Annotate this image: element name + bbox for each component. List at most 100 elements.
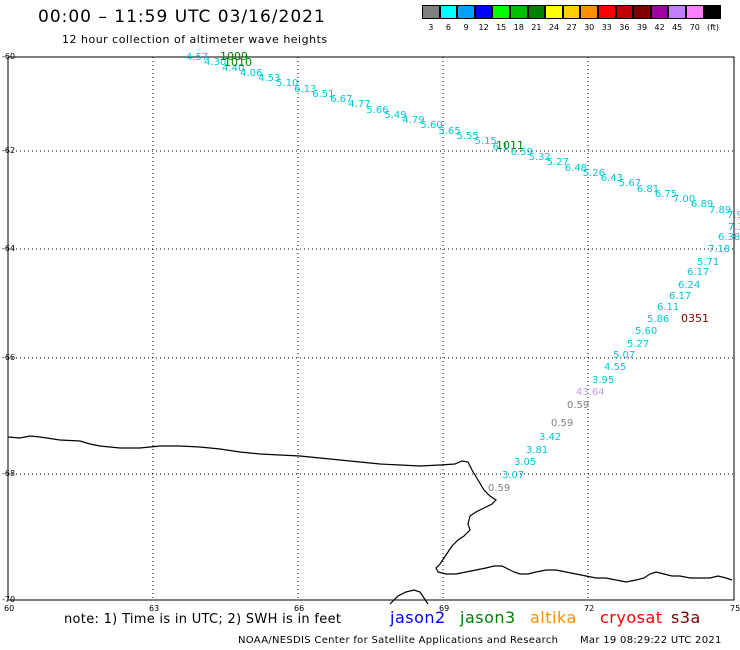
- wave-height-value: 3.95: [592, 375, 615, 386]
- legend-bin-label: 6: [445, 23, 451, 32]
- wave-height-value: 0.59: [567, 400, 590, 411]
- wave-height-value: 4.30: [204, 57, 227, 69]
- legend-bin-label: 36: [619, 23, 630, 32]
- pass-time-label: 1009: [220, 50, 248, 63]
- legend-swatch: [598, 5, 616, 19]
- wave-height-value: 6.59: [510, 146, 533, 158]
- legend-bin-label: 30: [584, 23, 595, 32]
- wave-height-value: 5.71: [697, 257, 720, 268]
- satellite-altika: altika: [530, 608, 577, 627]
- legend-bin-label: 45: [672, 23, 683, 32]
- wave-height-value: 6.38: [718, 232, 740, 243]
- wave-height-value: 6.67: [330, 94, 353, 106]
- wave-height-value: 0.59: [551, 418, 574, 429]
- latitude-label: -60: [2, 52, 16, 61]
- wave-height-value: 3.42: [539, 432, 562, 443]
- longitude-label: 75: [730, 604, 740, 613]
- satellite-jason3: jason3: [460, 608, 516, 627]
- latitude-label: -68: [2, 469, 16, 478]
- legend-unit: (ft): [706, 23, 720, 32]
- legend-swatch: [703, 5, 722, 19]
- wave-height-value: 6.89: [690, 199, 714, 211]
- wave-height-value: 3.07: [502, 470, 525, 481]
- latitude-label: -70: [2, 595, 16, 604]
- legend-swatch: [492, 5, 510, 19]
- wave-height-value: 5.65: [438, 125, 461, 137]
- coastline: [7, 435, 733, 583]
- wave-height-value: 3.81: [526, 445, 549, 456]
- pass-time-label: 0351: [681, 312, 709, 325]
- legend-bin-label: 21: [531, 23, 542, 32]
- satellite-cryosat: cryosat: [600, 608, 663, 627]
- wave-height-value: 5.27: [627, 339, 650, 350]
- wave-height-value: 6.51: [312, 88, 335, 100]
- wave-height-value: 4.06: [240, 67, 263, 79]
- wave-height-value: 4.57: [186, 52, 209, 63]
- longitude-label: 69: [439, 604, 450, 613]
- legend-bin-label: 39: [636, 23, 648, 32]
- latitude-label: -62: [2, 146, 16, 155]
- lat-lon-grid: [8, 57, 734, 600]
- coastline-fragment: [389, 589, 429, 605]
- wave-height-value: 6.24: [678, 280, 701, 291]
- wave-height-value: 4.40: [222, 62, 245, 74]
- legend-swatch: [474, 5, 493, 19]
- wave-height-value: 4.77: [348, 99, 371, 111]
- legend-swatch: [633, 5, 651, 19]
- pass-time-label: 1011: [496, 139, 524, 152]
- wave-height-value: 5.32: [528, 152, 551, 164]
- wave-height-value: 6.81: [636, 183, 660, 195]
- wave-height-value: 43.64: [576, 387, 605, 398]
- wave-height-value: 7.18: [708, 244, 731, 255]
- wave-height-value: 6.75: [654, 188, 678, 200]
- longitude-label: 66: [294, 604, 305, 613]
- wave-height-value: 3.05: [514, 457, 537, 468]
- wave-height-value: 7.89: [708, 204, 732, 216]
- legend-bin-label: 18: [513, 23, 524, 32]
- latitude-label: -64: [2, 244, 16, 253]
- legend-bin-label: 27: [566, 23, 577, 32]
- legend-swatch: [422, 5, 440, 19]
- legend-bin-label: 42: [654, 23, 665, 32]
- legend-swatch: [457, 5, 475, 19]
- wave-height-value: 5.26: [582, 167, 605, 179]
- legend-swatch: [527, 5, 546, 19]
- wave-height-value: 6.1: [492, 141, 509, 153]
- wave-height-value: 7.9: [727, 210, 740, 221]
- wave-height-value: 6.13: [294, 83, 317, 95]
- wave-height-value: 5.15: [474, 136, 497, 148]
- longitude-label: 63: [149, 604, 160, 613]
- wave-height-value: 5.07: [613, 350, 636, 361]
- wave-height-value: 5.67: [618, 178, 642, 190]
- wave-height-value: 6.11: [657, 302, 680, 313]
- wave-height-value: 7.3: [728, 222, 740, 233]
- longitude-label: 72: [584, 604, 595, 613]
- legend-bin-label: 12: [478, 23, 489, 32]
- wave-height-value: 0.59: [488, 483, 511, 494]
- legend-swatch: [686, 5, 704, 19]
- wave-height-value: 4.55: [604, 362, 627, 373]
- legend-swatch: [650, 5, 669, 19]
- map-subtitle: 12 hour collection of altimeter wave hei…: [62, 33, 328, 46]
- legend-swatch: [510, 5, 528, 19]
- legend-swatch: [668, 5, 686, 19]
- legend-bin-label: 24: [548, 23, 560, 32]
- wave-height-value: 6.17: [669, 291, 692, 302]
- wave-height-value: 4.79: [402, 115, 425, 127]
- timestamp-text: Mar 19 08:29:22 UTC 2021: [580, 635, 722, 646]
- latitude-label: -66: [2, 353, 16, 362]
- map-title: 00:00 – 11:59 UTC 03/16/2021: [38, 7, 326, 27]
- satellite-s3a: s3a: [671, 608, 701, 627]
- wave-height-value: 6.48: [564, 162, 587, 174]
- satellite-jason2: jason2: [390, 608, 446, 627]
- legend-bin-label: 3: [428, 23, 434, 32]
- wave-height-value: 5.49: [384, 109, 407, 121]
- longitude-label: 60: [4, 604, 15, 613]
- legend-swatch: [562, 5, 581, 19]
- wave-height-value: 5.86: [647, 314, 670, 325]
- pass-time-label: 1010: [224, 56, 252, 69]
- wave-height-value: 5.60: [635, 326, 658, 337]
- legend-swatch: [580, 5, 598, 19]
- wave-height-value: 5.60: [420, 120, 443, 132]
